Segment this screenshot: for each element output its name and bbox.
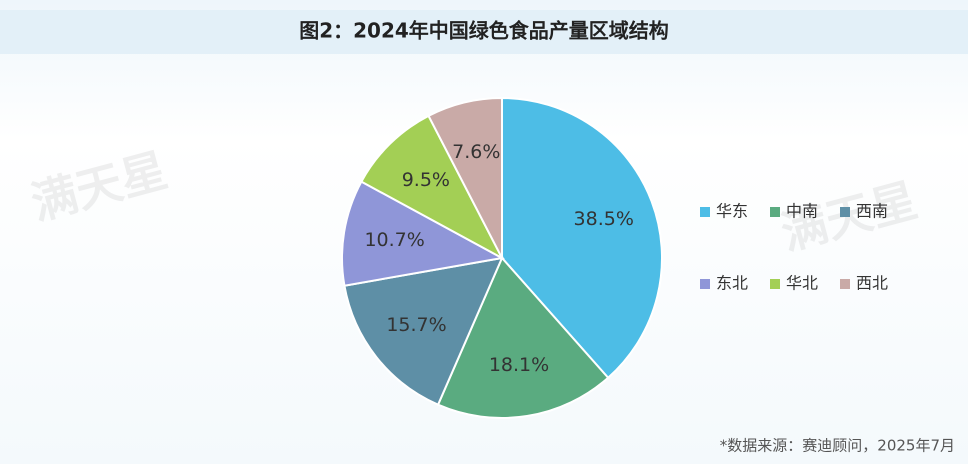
- data-label: 38.5%: [574, 208, 634, 230]
- title-bar: [0, 10, 968, 54]
- data-label: 15.7%: [386, 314, 446, 336]
- legend-swatch: [840, 207, 850, 217]
- legend-label: 东北: [716, 274, 748, 293]
- pie-slice: [341, 180, 505, 287]
- pie-slice: [360, 114, 505, 261]
- pie-slice: [436, 256, 610, 419]
- legend-swatch: [700, 279, 710, 289]
- data-label: 10.7%: [364, 229, 424, 251]
- legend-swatch: [700, 207, 710, 217]
- legend-label: 西南: [856, 202, 888, 221]
- legend-label: 华北: [786, 274, 818, 293]
- source-note: *数据来源：赛迪顾问，2025年7月: [720, 437, 955, 455]
- pie-slice: [501, 96, 663, 380]
- pie-slice: [343, 256, 504, 406]
- data-label: 7.6%: [452, 141, 500, 163]
- data-label: 18.1%: [489, 354, 549, 376]
- watermark: 满天星: [25, 143, 172, 231]
- legend-label: 中南: [786, 202, 818, 221]
- legend-swatch: [770, 207, 780, 217]
- chart-title: 图2：2024年中国绿色食品产量区域结构: [299, 19, 669, 43]
- pie-slice: [427, 96, 503, 259]
- legend-swatch: [840, 279, 850, 289]
- legend-swatch: [770, 279, 780, 289]
- legend-label: 华东: [716, 202, 748, 221]
- data-label: 9.5%: [402, 169, 450, 191]
- legend-label: 西北: [856, 274, 888, 293]
